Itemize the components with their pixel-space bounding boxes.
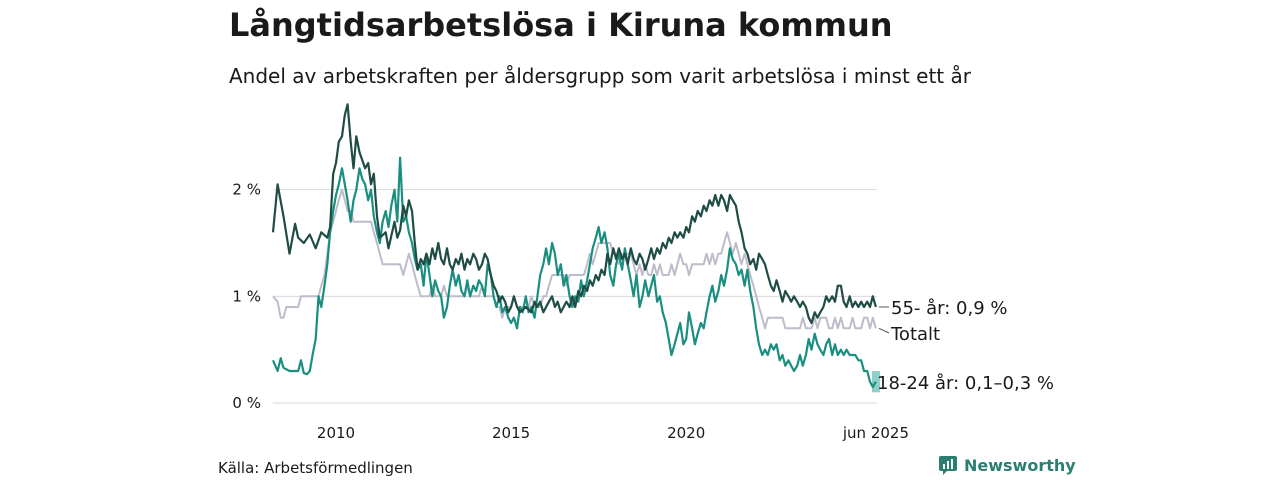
y-tick-label: 0 % bbox=[232, 394, 261, 412]
brand-logo[interactable]: Newsworthy bbox=[938, 455, 1076, 475]
end-labels: Totalt 18-24 år: 0,1–0,3 % 55- år: 0,9 % bbox=[877, 298, 1054, 394]
end-label-total: Totalt bbox=[890, 324, 940, 345]
series-line-s1824 bbox=[271, 156, 877, 389]
x-tick-label: 2010 bbox=[317, 424, 355, 442]
range-band-18-24 bbox=[871, 371, 880, 393]
chart-subtitle: Andel av arbetskraften per åldersgrupp s… bbox=[229, 64, 971, 88]
newsworthy-icon bbox=[939, 456, 957, 475]
series-lines bbox=[271, 103, 880, 393]
y-tick-label: 2 % bbox=[232, 181, 261, 199]
chart-title: Långtidsarbetslösa i Kiruna kommun bbox=[229, 6, 893, 44]
x-tick-label: 2015 bbox=[492, 424, 530, 442]
end-label-s55: 55- år: 0,9 % bbox=[891, 298, 1007, 319]
x-tick-label: 2020 bbox=[667, 424, 705, 442]
x-axis-ticks: 2010 2015 2020 jun 2025 bbox=[317, 424, 909, 442]
end-label-s1824: 18-24 år: 0,1–0,3 % bbox=[877, 373, 1054, 394]
y-axis-ticks: 0 % 1 % 2 % bbox=[232, 181, 261, 412]
series-line-s55 bbox=[271, 103, 877, 325]
x-tick-label: jun 2025 bbox=[842, 424, 909, 442]
brand-name: Newsworthy bbox=[964, 455, 1076, 475]
leader-line bbox=[878, 327, 890, 334]
y-tick-label: 1 % bbox=[232, 287, 261, 305]
source-note: Källa: Arbetsförmedlingen bbox=[218, 459, 413, 477]
